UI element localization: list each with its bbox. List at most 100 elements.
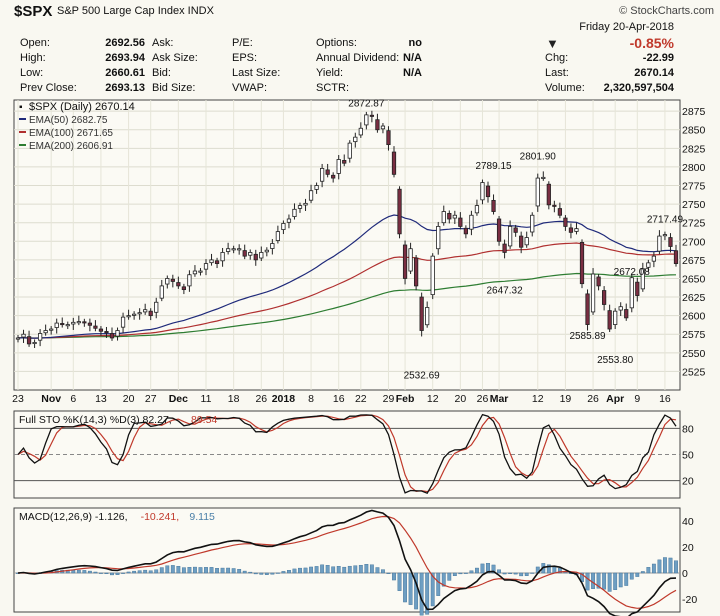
macd-plot-area bbox=[13, 507, 681, 613]
candle-body bbox=[26, 336, 32, 345]
macd-histogram-bar bbox=[358, 564, 363, 574]
macd-histogram-bar bbox=[674, 560, 678, 574]
macd-histogram-bar bbox=[76, 569, 81, 574]
candle-body bbox=[60, 323, 65, 326]
x-tick-label: 27 bbox=[145, 393, 157, 405]
candle-body bbox=[530, 214, 535, 233]
macd-histogram-bar bbox=[298, 567, 302, 574]
chg-value: -22.99 bbox=[642, 52, 674, 64]
ask-size-label: Ask Size: bbox=[152, 52, 198, 64]
candle-body bbox=[496, 218, 502, 242]
macd-histogram-bar bbox=[99, 572, 103, 574]
price-annotation: 2532.69 bbox=[404, 371, 441, 382]
low-label: Low: bbox=[20, 67, 44, 79]
candle-body bbox=[120, 316, 126, 328]
candle-body bbox=[364, 114, 369, 126]
sto-k-line bbox=[17, 413, 677, 495]
macd-histogram-bar bbox=[143, 569, 148, 574]
pe-label: P/E: bbox=[232, 37, 253, 49]
macd-histogram-bar bbox=[441, 572, 446, 587]
macd-histogram-bar bbox=[436, 572, 441, 596]
candle-body bbox=[657, 235, 662, 252]
price-tick-label: 2625 bbox=[682, 292, 706, 304]
high-value: 2693.94 bbox=[105, 52, 145, 64]
candle-body bbox=[49, 328, 54, 331]
candle-body bbox=[485, 185, 491, 198]
price-tick-label: 2600 bbox=[682, 311, 706, 323]
macd-histogram-bar bbox=[320, 564, 325, 574]
macd-histogram-bar bbox=[159, 567, 164, 574]
price-annotation: 2872.87 bbox=[348, 99, 385, 110]
symbol[interactable]: $SPX bbox=[14, 3, 53, 20]
macd-histogram-bar bbox=[270, 572, 275, 575]
macd-histogram-bar bbox=[469, 570, 474, 574]
macd-histogram-bar bbox=[220, 567, 225, 574]
macd-histogram-bar bbox=[657, 559, 662, 574]
dividend-value: N/A bbox=[403, 52, 422, 64]
legend-entry: EMA(100) 2671.65 bbox=[29, 128, 113, 139]
macd-histogram-bar bbox=[458, 572, 463, 575]
macd-histogram-bar bbox=[353, 565, 358, 574]
candle-body bbox=[552, 204, 557, 207]
x-tick-label: Mar bbox=[490, 393, 509, 405]
macd-histogram-bar bbox=[618, 572, 623, 588]
candle-body bbox=[430, 255, 435, 296]
macd-line bbox=[17, 509, 677, 616]
price-tick-label: 2775 bbox=[682, 181, 706, 193]
x-tick-label: 12 bbox=[427, 393, 439, 405]
candle-body bbox=[474, 205, 480, 214]
volume-value: 2,320,597,504 bbox=[603, 82, 674, 94]
macd-histogram-bar bbox=[292, 568, 297, 574]
macd-histogram-bar bbox=[115, 572, 120, 575]
candle-body bbox=[662, 234, 668, 237]
sto-legend-entry: Full STO %K(14,3) %D(3) 82.27, bbox=[19, 414, 172, 426]
candle-body bbox=[126, 315, 131, 318]
candle-body bbox=[154, 301, 159, 313]
price-tick-label: 2700 bbox=[682, 236, 706, 248]
candle-body bbox=[397, 188, 402, 235]
candle-body bbox=[391, 151, 397, 175]
macd-histogram-bar bbox=[198, 567, 203, 574]
macd-histogram-bar bbox=[336, 566, 341, 574]
candle-body bbox=[65, 324, 70, 327]
macd-histogram-bar bbox=[148, 570, 153, 574]
candle-body bbox=[259, 252, 264, 259]
x-tick-label: 11 bbox=[201, 393, 212, 405]
candle-body bbox=[502, 243, 507, 253]
candle-body bbox=[590, 273, 596, 313]
ema200-line bbox=[18, 272, 677, 339]
candle-body bbox=[508, 226, 513, 247]
macd-histogram-bar bbox=[132, 570, 137, 574]
macd-histogram-bar bbox=[364, 564, 369, 574]
candle-body bbox=[535, 177, 540, 207]
candle-body bbox=[425, 307, 430, 326]
macd-histogram-bar bbox=[513, 572, 518, 575]
macd-histogram-bar bbox=[226, 567, 231, 574]
candle-body bbox=[98, 328, 104, 332]
candle-body bbox=[209, 259, 214, 264]
candle-body bbox=[32, 342, 37, 345]
price-annotation: 2801.90 bbox=[520, 152, 557, 163]
x-tick-label: Nov bbox=[41, 393, 61, 405]
candle-body bbox=[469, 214, 474, 230]
macd-histogram-bar bbox=[447, 572, 452, 581]
x-tick-label: 8 bbox=[308, 393, 314, 405]
candle-body bbox=[325, 169, 330, 175]
macd-histogram-bar bbox=[546, 564, 551, 574]
macd-histogram-bar bbox=[591, 572, 595, 589]
candle-body bbox=[76, 321, 81, 324]
candle-body bbox=[607, 310, 612, 330]
price-annotation: 2553.80 bbox=[597, 355, 634, 366]
price-tick-label: 2825 bbox=[682, 143, 706, 155]
candle-body bbox=[176, 282, 181, 287]
macd-histogram-bar bbox=[204, 567, 208, 574]
macd-tick-label: 40 bbox=[682, 516, 694, 528]
macd-histogram-bar bbox=[314, 566, 319, 574]
macd-histogram-bar bbox=[640, 571, 645, 574]
candle-body bbox=[54, 322, 59, 328]
macd-histogram-bar bbox=[303, 567, 308, 574]
macd-legend-entry: 9.115 bbox=[189, 511, 215, 523]
candle-body bbox=[104, 331, 109, 334]
macd-histogram-bar bbox=[309, 566, 313, 574]
stock-chart[interactable]: 2525255025752600262526502675270027252750… bbox=[0, 96, 720, 616]
